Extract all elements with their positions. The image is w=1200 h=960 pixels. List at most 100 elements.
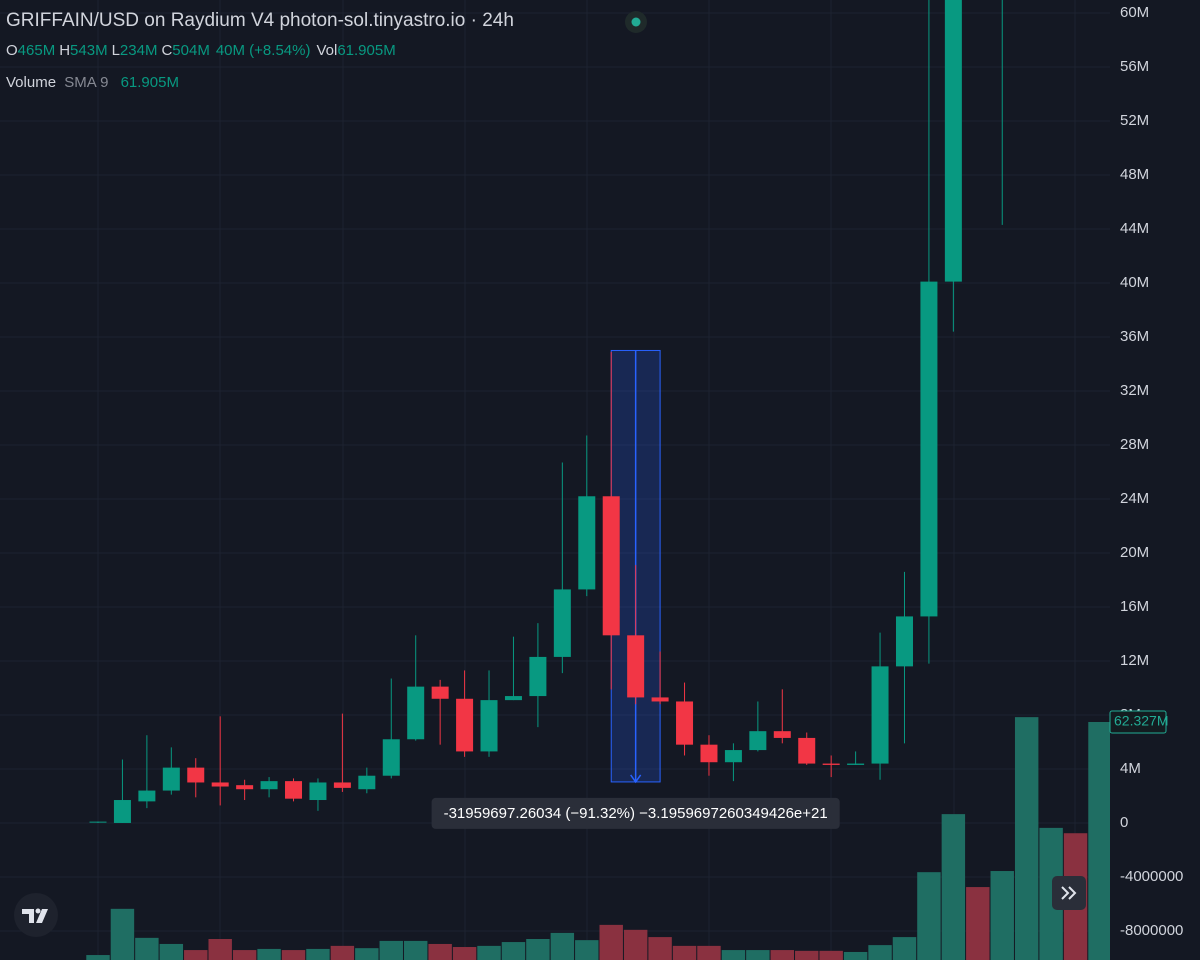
volume-bar xyxy=(917,872,941,960)
status-dot xyxy=(631,17,641,27)
y-tick-label: 40M xyxy=(1120,274,1149,291)
volume-bar xyxy=(501,942,526,960)
candle-body xyxy=(871,666,889,764)
volume-bar xyxy=(892,937,917,960)
volume-bar xyxy=(452,947,477,960)
candle-body xyxy=(529,656,547,697)
candle-body xyxy=(700,744,718,763)
chart-title: GRIFFAIN/USD on Raydium V4 photon-sol.ti… xyxy=(6,10,514,31)
candle-body xyxy=(773,731,791,738)
volume-bar xyxy=(843,951,868,960)
volume-bar xyxy=(306,948,330,960)
volume-bar xyxy=(966,887,990,960)
volume-bar xyxy=(550,932,575,960)
y-tick-label: 20M xyxy=(1120,544,1149,561)
volume-bar xyxy=(159,943,184,960)
legend-volume-key: Vol xyxy=(316,42,338,59)
volume-bar xyxy=(184,950,208,960)
volume-bar xyxy=(1088,721,1110,960)
measure-label: -31959697.26034 (−91.32%) −3.19596972603… xyxy=(444,805,828,822)
volume-bar xyxy=(868,945,892,960)
indicator-value: 61.905M xyxy=(120,74,179,91)
legend-change: 40M (+8.54%) xyxy=(215,42,311,59)
y-tick-label: 16M xyxy=(1120,598,1149,615)
scroll-button[interactable] xyxy=(1052,876,1086,910)
candle-body xyxy=(749,731,767,751)
measure-arrowhead xyxy=(630,774,642,784)
candle-body xyxy=(309,782,327,801)
candle-body xyxy=(578,496,596,590)
y-tick-label: 44M xyxy=(1120,220,1149,237)
volume-bar xyxy=(135,937,159,960)
volume-bar xyxy=(379,940,403,960)
candle-layer xyxy=(89,0,1003,823)
candle-body xyxy=(798,737,816,764)
legend-value: 543M xyxy=(70,42,108,59)
legend-key: L xyxy=(111,42,120,59)
candle-body xyxy=(676,701,694,745)
candle-body xyxy=(944,0,962,282)
candle-body xyxy=(553,589,571,657)
legend-value: 465M xyxy=(17,42,56,59)
grid xyxy=(0,12,1110,932)
candle-body xyxy=(504,696,522,701)
volume-bar xyxy=(795,950,819,960)
legend-key: H xyxy=(59,42,71,59)
candle-body xyxy=(89,821,107,823)
volume-bar xyxy=(208,938,232,960)
measure-label-box xyxy=(431,797,840,829)
y-tick-label: 24M xyxy=(1120,490,1149,507)
overlay: -31959697.26034 (−91.32%) −3.19596972603… xyxy=(431,710,1168,829)
legend-value: 234M xyxy=(119,42,158,59)
volume-bar xyxy=(648,937,672,960)
volume-bar xyxy=(403,940,428,960)
volume-bar xyxy=(526,938,550,960)
volume-bar xyxy=(746,950,770,960)
candle-body xyxy=(480,700,498,752)
y-tick-label: 12M xyxy=(1120,652,1149,669)
candle-body xyxy=(602,496,620,636)
legend-volume-value: 61.905M xyxy=(337,42,396,59)
y-tick-label: 36M xyxy=(1120,328,1149,345)
candle-body xyxy=(113,800,131,823)
candle-body xyxy=(333,782,351,788)
candle-body xyxy=(627,635,645,698)
candle-body xyxy=(162,767,180,791)
volume-bar xyxy=(428,943,452,960)
legend-value: 504M xyxy=(172,42,210,59)
volume-bar xyxy=(623,929,648,960)
volume-bar xyxy=(941,814,966,960)
candle-body xyxy=(138,790,156,802)
last-value-label: 62.327M xyxy=(1114,713,1168,729)
volume-bar xyxy=(990,871,1014,960)
volume-bar xyxy=(86,955,110,960)
legend-key: C xyxy=(161,42,173,59)
candle-body xyxy=(456,698,474,752)
volume-bar xyxy=(721,950,746,960)
legend-key: O xyxy=(6,42,18,59)
candle-body xyxy=(358,775,376,790)
candle-body xyxy=(382,739,400,776)
candle-body xyxy=(260,781,278,790)
candle-body xyxy=(724,750,742,763)
volume-bar xyxy=(697,945,721,960)
volume-bar xyxy=(672,945,697,960)
volume-bar xyxy=(232,950,257,960)
volume-bar xyxy=(281,950,306,960)
y-tick-label: -4000000 xyxy=(1120,868,1183,885)
candle-body xyxy=(211,782,229,787)
y-tick-label: -8000000 xyxy=(1120,922,1183,939)
volume-bar xyxy=(477,945,501,960)
last-value-box xyxy=(1109,710,1167,734)
indicator-name: Volume xyxy=(6,74,57,91)
y-tick-label: 28M xyxy=(1120,436,1149,453)
volume-layer xyxy=(86,717,1110,960)
indicator-params: SMA 9 xyxy=(64,74,109,91)
indicator-legend: Volume SMA 9 61.905M xyxy=(6,74,179,91)
volume-bar xyxy=(599,924,623,960)
y-tick-label: 32M xyxy=(1120,382,1149,399)
logo xyxy=(14,893,58,937)
price-axis: -8000000-400000004M8M12M16M20M24M28M32M3… xyxy=(1120,4,1183,939)
